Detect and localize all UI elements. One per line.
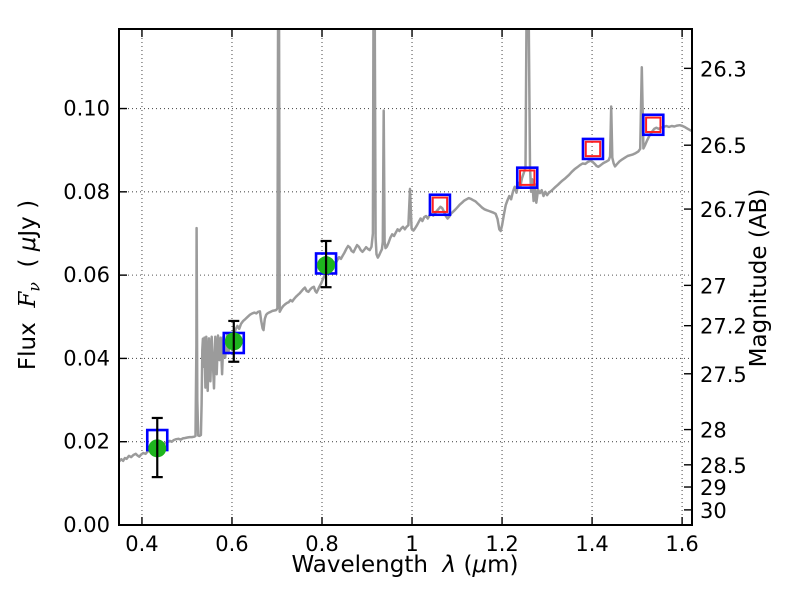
y-tick-label-magnitude: 27.2: [700, 315, 747, 339]
x-tick-label: 1.4: [575, 532, 608, 556]
model-point-red-square: [519, 169, 536, 186]
model-point-red-square: [431, 196, 449, 213]
model-point-red-square: [584, 140, 602, 158]
x-axis-label-wavelength: Wavelength λ (μm): [291, 552, 519, 578]
x-tick-label: 0.8: [305, 532, 338, 556]
model-point-red-square: [645, 116, 662, 133]
x-tick-label: 1: [405, 532, 418, 556]
y-axis-label-flux: Flux Fν ( μJy ): [15, 199, 44, 371]
x-tick-label: 0.4: [125, 532, 158, 556]
x-tick-label: 1.2: [485, 532, 518, 556]
spectrum-line: [119, 29, 692, 463]
y-tick-label-magnitude: 26.7: [700, 198, 747, 222]
y-tick-label-flux: 0.06: [63, 263, 110, 287]
model-point-blue-square: [581, 137, 605, 161]
y-tick-label-magnitude: 30: [700, 499, 727, 523]
y-tick-label-magnitude: 27: [700, 274, 727, 298]
x-tick-label: 1.6: [665, 532, 698, 556]
model-point-blue-square: [641, 113, 665, 137]
y-tick-label-flux: 0.08: [63, 180, 110, 204]
y-tick-label-magnitude: 28: [700, 419, 727, 443]
y-tick-label-magnitude: 26.3: [700, 57, 747, 81]
y-tick-label-magnitude: 27.5: [700, 363, 747, 387]
y-axis-label-magnitude: Magnitude (AB): [746, 188, 772, 368]
axis-spines: [118, 28, 693, 526]
x-tick-label: 0.6: [215, 532, 248, 556]
y-tick-label-flux: 0.00: [63, 513, 110, 537]
y-tick-label-flux: 0.10: [63, 97, 110, 121]
y-tick-label-magnitude: 26.5: [700, 134, 747, 158]
y-tick-label-flux: 0.02: [63, 430, 110, 454]
model-point-blue-square: [515, 166, 539, 189]
y-tick-label-magnitude: 29: [700, 476, 727, 500]
y-tick-label-flux: 0.04: [63, 346, 110, 370]
model-point-blue-square: [428, 193, 452, 217]
y-tick-label-magnitude: 28.5: [700, 454, 747, 478]
